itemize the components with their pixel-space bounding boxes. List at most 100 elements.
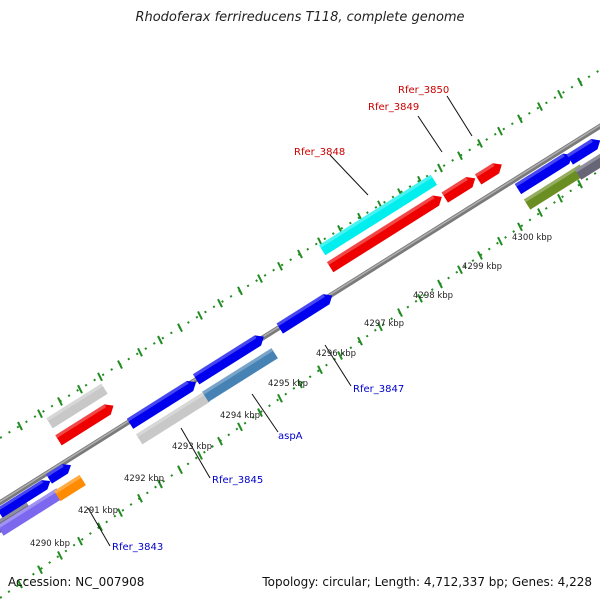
major-tick	[217, 436, 223, 446]
gene-arrow	[126, 380, 197, 429]
gene-body	[276, 294, 333, 334]
gene-highlight	[318, 174, 433, 248]
scale-label: 4292 kbp	[124, 474, 164, 484]
accession-text: Accession: NC_007908	[8, 575, 145, 589]
major-tick	[337, 350, 343, 360]
gene-arrow	[46, 464, 72, 484]
major-tick	[77, 536, 83, 546]
gene-arrow	[135, 391, 211, 445]
scale-label: 4300 kbp	[512, 233, 552, 243]
major-tick	[537, 102, 543, 112]
gene-body	[441, 177, 476, 203]
major-tick	[257, 408, 263, 418]
gene-label: aspA	[278, 431, 303, 442]
gene-arrow	[318, 174, 438, 256]
gene-arrow	[0, 480, 51, 518]
gene-arrow	[46, 383, 108, 429]
scale-label: 4297 kbp	[364, 319, 404, 329]
major-tick	[317, 365, 323, 375]
major-tick	[277, 393, 283, 403]
major-tick	[97, 522, 103, 532]
major-tick	[157, 479, 163, 489]
gene-label: Rfer_3849	[368, 102, 419, 113]
major-tick	[217, 298, 223, 308]
gene-label: Rfer_3848	[294, 147, 345, 158]
gene-body	[523, 164, 587, 210]
gene-highlight	[192, 335, 257, 378]
gene-highlight	[46, 383, 104, 422]
major-tick	[117, 360, 123, 370]
gene-highlight	[276, 294, 325, 327]
major-tick	[277, 261, 283, 271]
gene-highlight	[326, 195, 435, 265]
gene-label: Rfer_3845	[212, 475, 263, 486]
scale-label: 4290 kbp	[30, 539, 70, 549]
gene-labels: Rfer_3848 Rfer_3849 Rfer_3850 Rfer_3843 Rfer…	[112, 85, 449, 553]
major-tick	[517, 222, 523, 232]
major-tick	[197, 310, 203, 320]
gene-body	[514, 153, 573, 195]
gene-arrow	[55, 404, 114, 446]
gene-arrow	[326, 195, 442, 273]
gene-arrow	[0, 488, 63, 536]
gene-body	[0, 480, 51, 518]
gene-body	[126, 380, 197, 429]
major-tick	[237, 286, 243, 296]
major-tick	[97, 372, 103, 382]
gene-label: Rfer_3850	[398, 85, 449, 96]
gene-body	[574, 148, 600, 180]
major-tick	[17, 579, 23, 589]
gene-highlight	[441, 177, 468, 196]
scale-label: 4291 kbp	[78, 506, 118, 516]
gene-highlight	[54, 474, 82, 494]
major-tick	[117, 508, 123, 518]
gene-body	[46, 464, 72, 484]
gene-body	[55, 404, 114, 446]
major-tick	[477, 138, 483, 148]
gene-label: Rfer_3843	[112, 542, 163, 553]
gene-arrow	[54, 474, 86, 502]
major-tick	[157, 335, 163, 345]
major-tick	[477, 250, 483, 260]
gene-arrow	[574, 148, 600, 180]
major-tick	[57, 396, 63, 406]
gene-highlight	[0, 480, 44, 511]
gene-body	[566, 139, 600, 165]
major-tick	[297, 379, 303, 389]
major-tick	[77, 384, 83, 394]
major-tick	[417, 293, 423, 303]
gene-highlight	[126, 380, 189, 422]
major-tick	[377, 322, 383, 332]
gene-features	[0, 139, 600, 550]
gene-highlight	[202, 348, 274, 395]
major-tick	[517, 114, 523, 124]
major-tick	[257, 274, 263, 284]
gene-body	[318, 174, 438, 256]
gene-arrow	[276, 294, 333, 334]
major-tick	[497, 236, 503, 246]
major-tick	[537, 208, 543, 218]
gene-highlight	[514, 153, 565, 187]
major-tick	[437, 163, 443, 173]
topology-text: Topology: circular; Length: 4,712,337 bp…	[262, 575, 592, 589]
gene-arrow	[441, 177, 476, 203]
map-title: Rhodoferax ferrireducens T118, complete …	[135, 10, 465, 25]
major-tick	[457, 265, 463, 275]
gene-body	[192, 335, 264, 385]
scale-label: 4293 kbp	[172, 442, 212, 452]
major-tick	[177, 323, 183, 333]
gene-body	[474, 163, 502, 185]
major-tick	[37, 409, 43, 419]
major-tick	[137, 493, 143, 503]
major-tick	[297, 249, 303, 259]
gene-body	[46, 383, 108, 429]
major-tick	[177, 465, 183, 475]
major-tick	[577, 77, 583, 87]
gene-body	[54, 474, 86, 502]
scale-label: 4298 kbp	[413, 291, 453, 301]
gene-highlight	[46, 464, 64, 477]
gene-highlight	[135, 391, 206, 438]
gene-body	[135, 391, 211, 445]
scale-label: 4295 kbp	[268, 379, 308, 389]
major-tick	[457, 151, 463, 161]
